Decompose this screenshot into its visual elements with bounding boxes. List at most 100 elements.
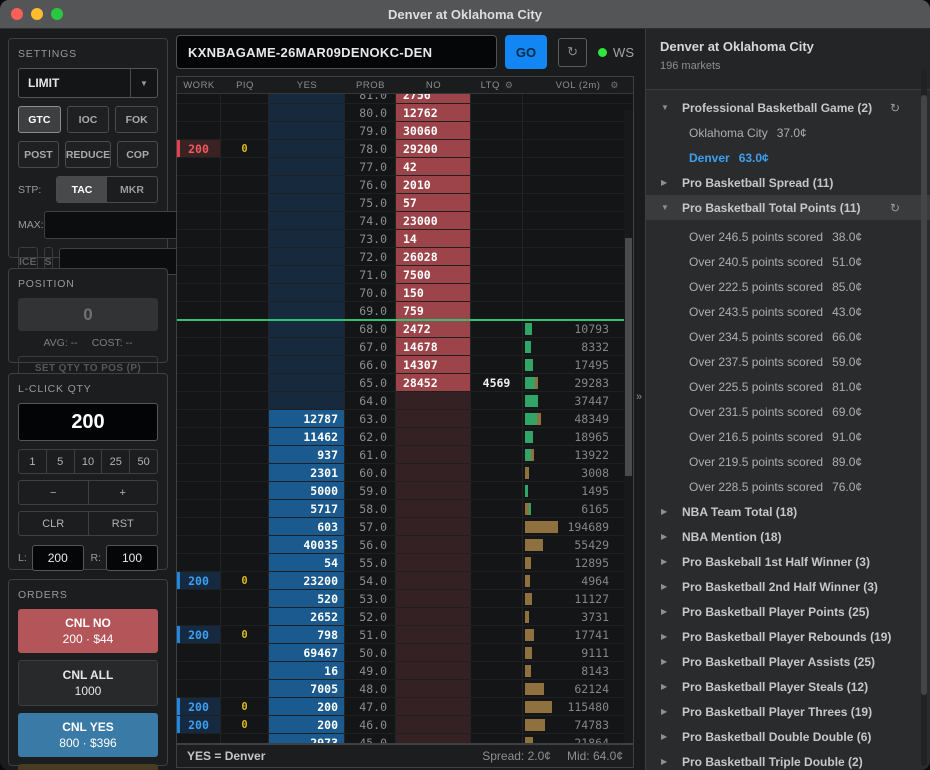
- work-cell[interactable]: [177, 176, 221, 193]
- yes-bid-cell[interactable]: 7005: [269, 680, 345, 697]
- no-ask-cell[interactable]: [396, 572, 471, 589]
- yes-bid-cell[interactable]: [269, 94, 345, 103]
- market-group-row[interactable]: ▶Pro Basketball Player Rebounds (19): [646, 624, 930, 649]
- market-group-row[interactable]: ▶Pro Baskeball 1st Half Winner (3): [646, 549, 930, 574]
- flag-button-reduce[interactable]: REDUCE: [65, 141, 111, 168]
- order-type-select[interactable]: LIMIT ▼: [18, 68, 158, 98]
- work-cell[interactable]: [177, 356, 221, 373]
- yes-bid-cell[interactable]: [269, 194, 345, 211]
- work-cell[interactable]: [177, 644, 221, 661]
- yes-bid-cell[interactable]: [269, 374, 345, 391]
- yes-bid-cell[interactable]: [269, 320, 345, 337]
- work-cell[interactable]: [177, 536, 221, 553]
- tif-button-fok[interactable]: FOK: [115, 106, 158, 133]
- work-cell[interactable]: [177, 482, 221, 499]
- work-cell[interactable]: 200: [177, 716, 221, 733]
- no-ask-cell[interactable]: [396, 446, 471, 463]
- tif-button-gtc[interactable]: GTC: [18, 106, 61, 133]
- work-cell[interactable]: [177, 734, 221, 744]
- no-ask-cell[interactable]: [396, 644, 471, 661]
- market-group-row[interactable]: ▼Professional Basketball Game (2)↻: [646, 95, 930, 120]
- work-cell[interactable]: [177, 428, 221, 445]
- work-cell[interactable]: [177, 338, 221, 355]
- work-cell[interactable]: [177, 284, 221, 301]
- work-cell[interactable]: 200: [177, 626, 221, 643]
- work-cell[interactable]: [177, 194, 221, 211]
- qty-increment-25[interactable]: 25: [101, 450, 129, 473]
- market-row[interactable]: Over 246.5 points scored38.0¢: [646, 224, 930, 249]
- no-ask-cell[interactable]: 30060: [396, 122, 471, 139]
- lclick-qty-value[interactable]: 200: [18, 403, 158, 441]
- yes-bid-cell[interactable]: [269, 356, 345, 373]
- market-group-row[interactable]: ▶Pro Basketball Player Steals (12): [646, 674, 930, 699]
- market-group-row[interactable]: ▶Pro Basketball Player Points (25): [646, 599, 930, 624]
- market-group-row[interactable]: ▶Pro Basketball Double Double (6): [646, 724, 930, 749]
- market-group-row[interactable]: ▶NBA Mention (18): [646, 524, 930, 549]
- market-row[interactable]: Over 237.5 points scored59.0¢: [646, 349, 930, 374]
- work-cell[interactable]: [177, 464, 221, 481]
- yes-bid-cell[interactable]: [269, 104, 345, 121]
- left-qty-input[interactable]: [32, 545, 84, 571]
- yes-bid-cell[interactable]: [269, 122, 345, 139]
- market-row[interactable]: Over 243.5 points scored43.0¢: [646, 299, 930, 324]
- cancel-no-button[interactable]: CNL NO 200 · $44: [18, 609, 158, 653]
- market-row[interactable]: Over 219.5 points scored89.0¢: [646, 449, 930, 474]
- yes-bid-cell[interactable]: 40035: [269, 536, 345, 553]
- work-cell[interactable]: [177, 680, 221, 697]
- no-ask-cell[interactable]: 14307: [396, 356, 471, 373]
- yes-bid-cell[interactable]: [269, 392, 345, 409]
- market-group-row[interactable]: ▶Pro Basketball Player Threes (19): [646, 699, 930, 724]
- tif-button-ioc[interactable]: IOC: [67, 106, 110, 133]
- work-cell[interactable]: [177, 590, 221, 607]
- no-ask-cell[interactable]: 7500: [396, 266, 471, 283]
- no-ask-cell[interactable]: 2472: [396, 320, 471, 337]
- qty-minus-button[interactable]: −: [19, 481, 88, 504]
- stp-option-tac[interactable]: TAC: [57, 177, 107, 202]
- no-ask-cell[interactable]: 26028: [396, 248, 471, 265]
- flag-button-cop[interactable]: COP: [117, 141, 158, 168]
- work-cell[interactable]: [177, 500, 221, 517]
- no-ask-cell[interactable]: 57: [396, 194, 471, 211]
- collapse-panel-handle[interactable]: »: [633, 388, 645, 406]
- yes-bid-cell[interactable]: [269, 302, 345, 319]
- flatten-button[interactable]: FLATTEN (dbl-click): [18, 764, 158, 770]
- yes-bid-cell[interactable]: [269, 140, 345, 157]
- refresh-group-icon[interactable]: ↻: [890, 101, 900, 115]
- market-row[interactable]: Oklahoma City37.0¢: [646, 120, 930, 145]
- qty-increment-50[interactable]: 50: [129, 450, 157, 473]
- no-ask-cell[interactable]: 28452: [396, 374, 471, 391]
- no-ask-cell[interactable]: 29200: [396, 140, 471, 157]
- no-ask-cell[interactable]: 759: [396, 302, 471, 319]
- no-ask-cell[interactable]: [396, 536, 471, 553]
- work-cell[interactable]: [177, 320, 221, 337]
- no-ask-cell[interactable]: 12762: [396, 104, 471, 121]
- zoom-window-icon[interactable]: [51, 8, 63, 20]
- work-cell[interactable]: [177, 158, 221, 175]
- no-ask-cell[interactable]: [396, 662, 471, 679]
- yes-bid-cell[interactable]: 54: [269, 554, 345, 571]
- yes-bid-cell[interactable]: 11462: [269, 428, 345, 445]
- no-ask-cell[interactable]: [396, 626, 471, 643]
- market-row[interactable]: Over 240.5 points scored51.0¢: [646, 249, 930, 274]
- no-ask-cell[interactable]: [396, 464, 471, 481]
- work-cell[interactable]: [177, 608, 221, 625]
- work-cell[interactable]: [177, 446, 221, 463]
- refresh-group-icon[interactable]: ↻: [890, 201, 900, 215]
- work-cell[interactable]: [177, 122, 221, 139]
- yes-bid-cell[interactable]: 200: [269, 698, 345, 715]
- no-ask-cell[interactable]: [396, 590, 471, 607]
- work-cell[interactable]: 200: [177, 572, 221, 589]
- no-ask-cell[interactable]: [396, 554, 471, 571]
- yes-bid-cell[interactable]: 69467: [269, 644, 345, 661]
- yes-bid-cell[interactable]: [269, 284, 345, 301]
- yes-bid-cell[interactable]: 2301: [269, 464, 345, 481]
- market-row[interactable]: Over 216.5 points scored91.0¢: [646, 424, 930, 449]
- no-ask-cell[interactable]: [396, 482, 471, 499]
- work-cell[interactable]: [177, 302, 221, 319]
- stp-option-mkr[interactable]: MKR: [107, 177, 157, 202]
- yes-bid-cell[interactable]: 16: [269, 662, 345, 679]
- yes-bid-cell[interactable]: [269, 338, 345, 355]
- market-group-row[interactable]: ▶NBA Team Total (18): [646, 499, 930, 524]
- market-row[interactable]: Over 222.5 points scored85.0¢: [646, 274, 930, 299]
- no-ask-cell[interactable]: [396, 680, 471, 697]
